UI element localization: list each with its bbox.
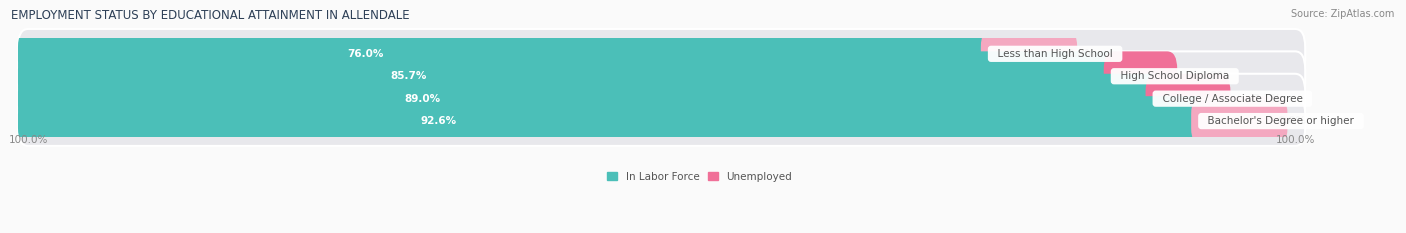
Text: 100.0%: 100.0% xyxy=(8,135,48,145)
FancyBboxPatch shape xyxy=(18,51,1305,101)
FancyBboxPatch shape xyxy=(981,29,1077,79)
Text: Less than High School: Less than High School xyxy=(991,49,1119,59)
Text: EMPLOYMENT STATUS BY EDUCATIONAL ATTAINMENT IN ALLENDALE: EMPLOYMENT STATUS BY EDUCATIONAL ATTAINM… xyxy=(11,9,411,22)
Text: 92.6%: 92.6% xyxy=(420,116,457,126)
FancyBboxPatch shape xyxy=(18,96,1305,146)
Legend: In Labor Force, Unemployed: In Labor Force, Unemployed xyxy=(603,168,796,186)
Text: High School Diploma: High School Diploma xyxy=(1114,71,1236,81)
FancyBboxPatch shape xyxy=(18,29,1305,79)
FancyBboxPatch shape xyxy=(18,74,1305,123)
FancyBboxPatch shape xyxy=(18,96,1212,146)
Text: 2.2%: 2.2% xyxy=(1199,71,1227,81)
FancyBboxPatch shape xyxy=(1191,96,1288,146)
FancyBboxPatch shape xyxy=(1104,51,1177,101)
FancyBboxPatch shape xyxy=(18,29,1001,79)
Text: 76.0%: 76.0% xyxy=(347,49,384,59)
Text: 85.7%: 85.7% xyxy=(389,71,426,81)
FancyBboxPatch shape xyxy=(1146,74,1230,123)
Text: 3.1%: 3.1% xyxy=(1251,94,1281,104)
Text: College / Associate Degree: College / Associate Degree xyxy=(1156,94,1309,104)
Text: 89.0%: 89.0% xyxy=(405,94,441,104)
FancyBboxPatch shape xyxy=(18,51,1123,101)
Text: 0.0%: 0.0% xyxy=(1277,116,1306,126)
Text: Source: ZipAtlas.com: Source: ZipAtlas.com xyxy=(1291,9,1395,19)
Text: Bachelor's Degree or higher: Bachelor's Degree or higher xyxy=(1201,116,1361,126)
Text: 0.0%: 0.0% xyxy=(1067,49,1097,59)
FancyBboxPatch shape xyxy=(18,74,1166,123)
Text: 100.0%: 100.0% xyxy=(1275,135,1315,145)
